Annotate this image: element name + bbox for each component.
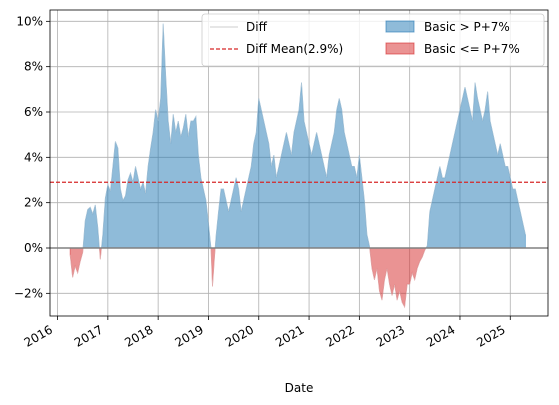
- y-tick-label: 6%: [24, 105, 43, 119]
- y-tick-label: 8%: [24, 60, 43, 74]
- legend-positive-label: Basic > P+7%: [424, 20, 510, 34]
- legend-negative-label: Basic <= P+7%: [424, 42, 520, 56]
- areas: [69, 23, 526, 309]
- legend-diff-label: Diff: [246, 20, 268, 34]
- lines: [50, 23, 548, 308]
- y-tick-label: −2%: [14, 286, 43, 300]
- legend-frame: [201, 13, 545, 67]
- x-axis-title: Date: [285, 381, 314, 395]
- y-axis: −2% 0% 2% 4% 6% 8% 10%: [14, 14, 50, 300]
- legend-positive-swatch: [385, 20, 415, 33]
- legend-mean-label: Diff Mean(2.9%): [246, 42, 343, 56]
- diff-line: [69, 23, 526, 308]
- plot-frame: [49, 9, 549, 317]
- legend-negative-swatch: [385, 42, 415, 55]
- y-tick-label: 0%: [24, 241, 43, 255]
- y-tick-label: 4%: [24, 150, 43, 164]
- y-tick-label: 2%: [24, 196, 43, 210]
- y-tick-label: 10%: [16, 14, 43, 28]
- legend: Diff Diff Mean(2.9%) Basic > P+7% Basic …: [201, 13, 545, 67]
